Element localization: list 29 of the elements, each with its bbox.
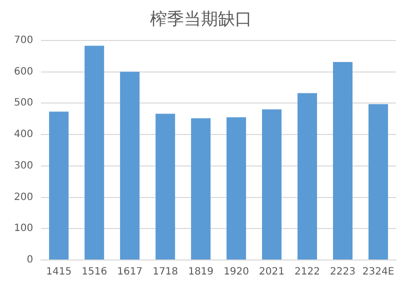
x-tick-label: 1617 xyxy=(117,266,143,278)
bar xyxy=(120,72,140,260)
y-tick-label: 700 xyxy=(14,34,34,46)
x-tick-label: 2021 xyxy=(259,266,285,278)
x-tick-label: 1819 xyxy=(188,266,214,278)
bar xyxy=(191,118,211,260)
bar xyxy=(49,112,69,260)
x-tick-label: 1516 xyxy=(82,266,108,278)
x-tick-label: 2122 xyxy=(294,266,320,278)
bar xyxy=(368,104,388,260)
x-tick-label: 1920 xyxy=(224,266,250,278)
x-tick-label: 1718 xyxy=(152,266,178,278)
bar xyxy=(333,62,353,260)
chart-title: 榨季当期缺口 xyxy=(150,10,252,30)
y-tick-label: 600 xyxy=(14,66,34,78)
x-tick-label: 2223 xyxy=(330,266,356,278)
y-tick-label: 500 xyxy=(14,98,34,109)
bar xyxy=(226,117,246,260)
y-tick-label: 400 xyxy=(14,129,34,140)
y-tick-label: 100 xyxy=(14,223,34,234)
y-tick-label: 0 xyxy=(26,254,34,266)
x-tick-label: 1415 xyxy=(46,266,72,278)
x-tick-label: 2324E xyxy=(362,266,394,278)
y-tick-label: 300 xyxy=(14,160,34,172)
bar xyxy=(84,46,104,260)
bar xyxy=(298,93,318,260)
y-tick-label: 200 xyxy=(14,192,34,203)
bar xyxy=(156,114,176,260)
bar xyxy=(262,109,282,260)
